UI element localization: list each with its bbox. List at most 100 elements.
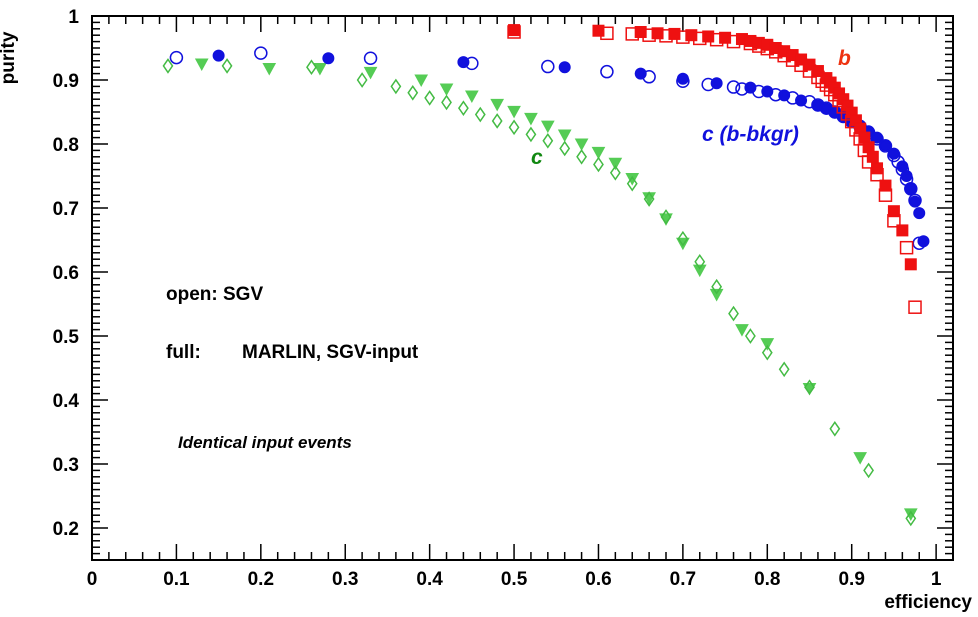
data-point-circle: [785, 91, 800, 105]
data-point-triangle: [557, 129, 572, 143]
y-tick-label: 0.9: [53, 71, 79, 92]
x-axis-title: efficiency: [884, 592, 972, 613]
data-point-circle: [558, 61, 571, 74]
data-point-square: [634, 26, 647, 38]
x-tick-label: 0.1: [163, 569, 190, 590]
data-point-circle: [254, 46, 268, 60]
data-point-square: [887, 205, 900, 218]
data-point-circle: [913, 207, 926, 220]
data-point-square: [866, 150, 879, 163]
data-point-circle: [600, 64, 614, 79]
x-tick-label: 0.4: [416, 569, 443, 590]
data-point-square: [668, 27, 681, 40]
data-point-square: [719, 31, 732, 44]
data-point-square: [811, 65, 824, 78]
data-point-square: [803, 58, 816, 71]
data-point-triangle: [735, 324, 749, 337]
data-point-square: [871, 162, 884, 175]
data-point-triangle: [574, 138, 589, 152]
y-axis-title: purity: [0, 31, 19, 84]
data-point-triangle: [262, 62, 277, 76]
series-label-c: c: [531, 146, 543, 169]
data-point-diamond: [778, 361, 790, 378]
tick-labels: 0 0.1 0.2 0.3 0.4 0.5 0.6 0.7 0.8 0.9 1 0.2 0.3 0.4 0.…: [53, 7, 942, 590]
data-point-circle: [465, 56, 479, 71]
y-tick-label: 0.4: [53, 391, 80, 412]
series-label-c-bkgr: c (b-bkgr): [702, 123, 799, 146]
data-point-diamond: [711, 278, 723, 295]
data-point-triangle: [490, 98, 505, 112]
data-point-diamond: [576, 148, 588, 165]
data-point-triangle: [692, 264, 707, 278]
data-point-circle: [811, 98, 825, 112]
series-c-open: [162, 58, 917, 527]
data-point-circle: [904, 182, 918, 196]
data-point-triangle: [709, 288, 724, 302]
data-point-diamond: [457, 100, 469, 116]
data-point-square: [702, 30, 715, 43]
data-point-diamond: [441, 94, 452, 111]
x-tick-label: 0: [87, 569, 98, 590]
data-point-circle: [802, 95, 817, 109]
data-point-triangle: [313, 62, 327, 76]
data-point-square: [899, 240, 914, 255]
data-point-triangle: [524, 112, 538, 126]
data-point-diamond: [643, 191, 655, 207]
annotation-full-marlin: MARLIN, SGV-input: [242, 342, 419, 363]
data-point-triangle: [591, 146, 606, 160]
x-tick-label: 0.6: [585, 569, 611, 590]
data-point-diamond: [609, 164, 621, 181]
data-point-circle: [891, 155, 905, 169]
data-point-circle: [541, 59, 555, 74]
data-point-circle: [908, 193, 922, 208]
data-point-diamond: [677, 230, 689, 247]
data-point-circle: [676, 74, 690, 89]
data-point-diamond: [593, 156, 604, 173]
data-point-diamond: [525, 126, 537, 143]
data-point-circle: [363, 51, 378, 65]
x-tick-label: 0.7: [670, 569, 696, 590]
data-point-diamond: [474, 106, 486, 123]
data-point-diamond: [905, 510, 917, 527]
data-point-diamond: [424, 90, 436, 106]
data-point-circle: [169, 50, 184, 65]
data-point-square: [896, 224, 909, 237]
annotation-full-prefix: full:: [166, 342, 201, 363]
data-point-square: [592, 24, 605, 37]
y-tick-label: 1: [68, 7, 79, 28]
x-tick-label: 1: [931, 569, 942, 590]
data-point-circle: [878, 139, 893, 153]
data-point-triangle: [439, 83, 454, 97]
data-point-triangle: [194, 58, 209, 72]
x-tick-label: 0.9: [838, 569, 864, 590]
data-point-circle: [735, 82, 749, 96]
data-point-triangle: [540, 120, 555, 134]
x-tick-label: 0.5: [501, 569, 528, 590]
axis-ticks: [91, 15, 953, 561]
annotation-open-sgv: open: SGV: [166, 284, 263, 305]
series-c-full: [194, 58, 918, 521]
data-point-diamond: [804, 379, 815, 396]
data-point-triangle: [414, 74, 429, 88]
data-point-triangle: [507, 105, 521, 119]
data-point-diamond: [221, 58, 233, 74]
data-point-triangle: [465, 90, 479, 104]
data-point-triangle: [625, 173, 640, 186]
data-point-diamond: [491, 113, 503, 129]
y-tick-label: 0.2: [53, 519, 79, 540]
data-point-square: [508, 24, 521, 37]
y-tick-label: 0.5: [53, 327, 80, 348]
data-point-square: [685, 29, 698, 42]
data-point-diamond: [829, 420, 841, 437]
data-point-circle: [870, 132, 884, 146]
data-point-circle: [322, 52, 335, 65]
data-point-circle: [752, 84, 766, 99]
y-tick-label: 0.6: [53, 263, 79, 284]
y-tick-label: 0.7: [53, 199, 79, 220]
data-point-diamond: [660, 209, 672, 225]
data-point-diamond: [162, 58, 174, 74]
data-point-square: [651, 27, 664, 40]
data-point-diamond: [744, 328, 756, 344]
data-point-triangle: [608, 157, 623, 171]
